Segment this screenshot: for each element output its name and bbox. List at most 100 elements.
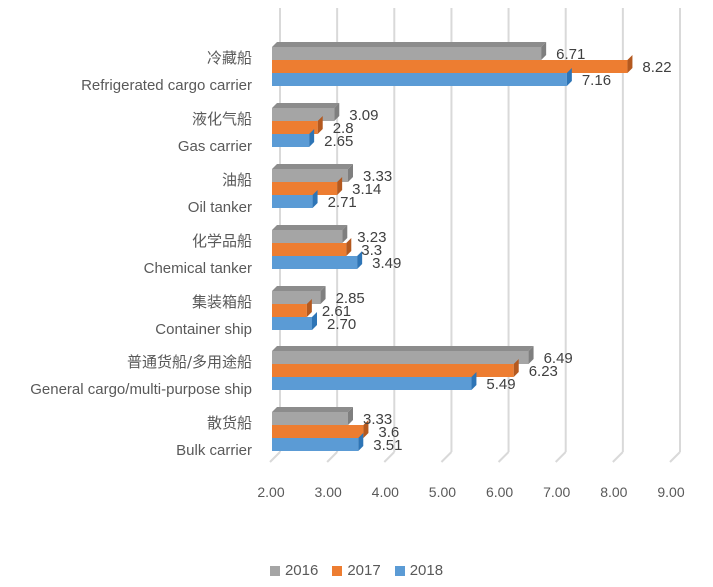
category-label-en: Refrigerated cargo carrier (81, 77, 252, 94)
data-label: 6.49 (544, 350, 573, 367)
x-axis-ticks: 2.00 3.00 4.00 5.00 6.00 7.00 8.00 9.00 (257, 484, 684, 500)
gridline-foot (269, 451, 281, 463)
category-label-en: Gas carrier (178, 138, 252, 155)
data-label: 2.70 (327, 316, 356, 333)
gridline-foot (612, 451, 624, 463)
category-label-en: Container ship (155, 321, 252, 338)
bar-2016 (272, 230, 343, 243)
category-label-zh: 油船 (222, 171, 252, 189)
gridline-foot (440, 451, 453, 463)
bar-2018 (272, 256, 358, 269)
bar-2018 (272, 73, 567, 86)
data-label: 8.22 (642, 59, 671, 76)
category-label-zh: 冷藏船 (207, 49, 252, 67)
legend-label-2017: 2017 (347, 562, 381, 579)
bar-top-face (272, 103, 340, 108)
bar-2016 (272, 412, 348, 425)
bar-2018 (272, 134, 310, 147)
category-label-zh: 化学品船 (192, 232, 252, 250)
bar-side-face (348, 164, 353, 182)
legend-item-2018: 2018 (394, 562, 444, 579)
bar-side-face (320, 286, 326, 304)
bar-side-face (357, 251, 363, 269)
bar-top-face (272, 164, 353, 169)
bar-2017 (272, 60, 628, 73)
data-label: 2.85 (336, 290, 365, 307)
bar-side-face (471, 372, 477, 390)
bar-2017 (272, 182, 338, 195)
category-label-zh: 集装箱船 (192, 293, 252, 311)
gridline-foot (383, 451, 395, 463)
bar-2018 (272, 317, 312, 330)
data-label: 3.6 (378, 424, 399, 441)
bar-side-face (309, 129, 315, 147)
bar-2016 (272, 351, 529, 364)
bar-2018 (272, 195, 313, 208)
bar-2016 (272, 108, 335, 121)
data-label: 2.71 (328, 194, 357, 211)
bar-2018 (272, 377, 472, 390)
data-label: 3.49 (372, 255, 401, 272)
bar-2016 (272, 47, 542, 60)
data-label: 2.8 (333, 120, 354, 137)
bar-side-face (337, 177, 343, 195)
category-label-en: Chemical tanker (144, 260, 252, 277)
category-label-zh: 液化气船 (192, 110, 252, 128)
legend-item-2016: 2016 (269, 562, 319, 579)
bars (272, 42, 633, 451)
bar-side-face (513, 359, 519, 377)
bar-2016 (272, 169, 348, 182)
data-label: 3.23 (357, 229, 386, 246)
legend-label-2018: 2018 (409, 562, 444, 579)
bar-2017 (272, 304, 307, 317)
bar-side-face (541, 42, 547, 60)
legend-swatch-2018 (394, 565, 405, 576)
bar-top-face (272, 346, 534, 351)
gridline-foot (326, 451, 338, 463)
bar-side-face (342, 225, 348, 243)
bar-side-face (317, 116, 323, 134)
x-tick-label: 5.00 (429, 484, 456, 500)
bar-side-face (306, 299, 312, 317)
legend-label-2016: 2016 (284, 562, 319, 579)
x-tick-label: 9.00 (657, 484, 684, 500)
bar-side-face (348, 407, 353, 425)
data-label: 6.71 (556, 46, 585, 63)
bar-side-face (358, 433, 364, 451)
legend-swatch-2017 (332, 565, 343, 576)
category-label-zh: 普通货船/多用途船 (127, 353, 252, 371)
category-label-en: General cargo/multi-purpose ship (30, 381, 252, 398)
bar-side-face (312, 190, 318, 208)
legend-item-2017: 2017 (332, 562, 381, 579)
bar-side-face (528, 346, 534, 364)
bar-2017 (272, 425, 364, 438)
category-labels: 冷藏船 Refrigerated cargo carrier 液化气船 Gas car… (30, 49, 252, 459)
category-label-zh: 散货船 (207, 414, 252, 432)
value-labels: 6.718.227.163.092.82.653.333.142.713.233… (322, 46, 672, 454)
data-label: 3.3 (361, 242, 382, 259)
legend: 2016 2017 2018 (0, 562, 713, 579)
bar-top-face (272, 407, 353, 412)
x-tick-label: 3.00 (315, 484, 342, 500)
data-label: 3.33 (363, 411, 392, 428)
data-label: 3.33 (363, 168, 392, 185)
x-tick-label: 6.00 (486, 484, 513, 500)
bar-side-face (334, 103, 340, 121)
gridline-foot (555, 451, 567, 463)
data-label: 2.61 (322, 303, 351, 320)
x-tick-label: 4.00 (372, 484, 399, 500)
data-label: 3.51 (373, 437, 402, 454)
x-tick-label: 7.00 (543, 484, 570, 500)
bar-top-face (272, 286, 326, 291)
bar-2017 (272, 121, 318, 134)
bar-side-face (627, 55, 633, 73)
data-label: 6.23 (529, 363, 558, 380)
data-label: 7.16 (582, 72, 611, 89)
gridline-foot (497, 451, 510, 463)
data-label: 2.65 (324, 133, 353, 150)
bar-side-face (566, 68, 572, 86)
bar-2017 (272, 243, 347, 256)
bar-side-face (346, 238, 352, 256)
bar-side-face (363, 420, 369, 438)
bar-side-face (312, 312, 317, 330)
